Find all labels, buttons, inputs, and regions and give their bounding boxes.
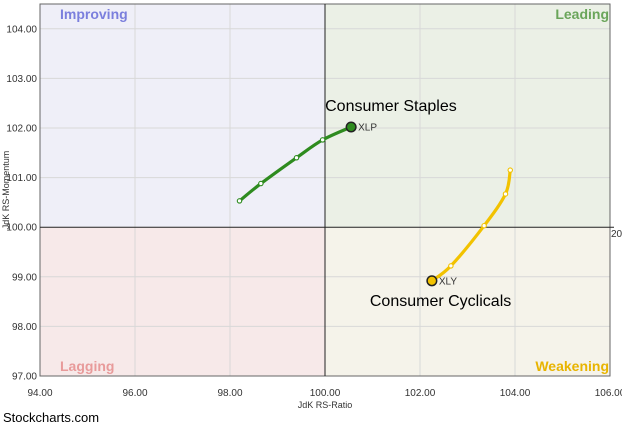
quadrant-label-lagging: Lagging [60, 358, 114, 374]
y-tick-label: 104.00 [6, 24, 37, 35]
y-tick-label: 102.00 [6, 124, 37, 135]
xly-trail-point[interactable] [507, 167, 513, 173]
xlp-trail-point[interactable] [258, 180, 264, 187]
xly-annotation: Consumer Cyclicals [370, 293, 511, 310]
xlp-head-point[interactable] [345, 121, 357, 133]
y-tick-label: 99.00 [12, 272, 37, 283]
y-tick-label: 98.00 [12, 322, 37, 333]
xlp-trail-point[interactable] [236, 198, 243, 204]
x-tick-label: 100.00 [310, 388, 341, 399]
quadrant-leading [325, 4, 610, 228]
xlp-annotation: Consumer Staples [325, 98, 457, 115]
x-tick-label: 104.00 [500, 388, 531, 399]
xly-trail-point[interactable] [481, 222, 487, 229]
xly-head-point[interactable] [426, 275, 438, 287]
quadrant-label-leading: Leading [555, 6, 609, 22]
quadrant-lagging [40, 227, 325, 376]
y-axis-title: JdK RS-Momentum [1, 151, 11, 230]
center-label: 20 [611, 229, 622, 240]
y-tick-label: 101.00 [6, 173, 37, 184]
xlp-symbol-label: XLP [358, 123, 377, 134]
quadrant-label-improving: Improving [60, 6, 128, 22]
x-tick-label: 106.00 [595, 388, 622, 399]
quadrant-label-weakening: Weakening [535, 358, 609, 374]
x-axis-title: JdK RS-Ratio [298, 400, 353, 410]
xlp-trail-point[interactable] [319, 137, 326, 143]
y-tick-label: 103.00 [6, 74, 37, 85]
xly-trail-point[interactable] [448, 263, 454, 269]
quadrant-weakening [325, 227, 610, 376]
xlp-trail-point[interactable] [293, 155, 300, 161]
x-tick-label: 102.00 [405, 388, 436, 399]
y-tick-label: 100.00 [6, 223, 37, 234]
credit-text: Stockcharts.com [3, 410, 100, 425]
x-tick-label: 98.00 [217, 388, 242, 399]
xly-trail-point[interactable] [502, 191, 509, 197]
x-tick-label: 94.00 [27, 388, 52, 399]
xly-symbol-label: XLY [439, 276, 457, 287]
quadrant-improving [40, 4, 325, 228]
x-tick-label: 96.00 [122, 388, 147, 399]
y-tick-label: 97.00 [12, 372, 37, 383]
